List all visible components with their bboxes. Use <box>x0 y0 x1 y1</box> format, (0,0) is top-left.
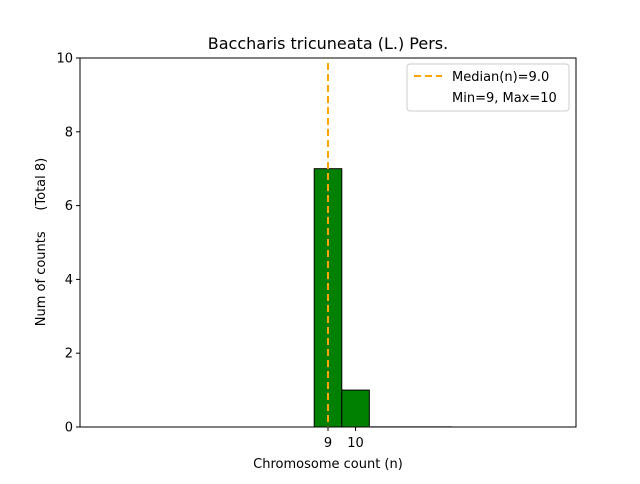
bar-10 <box>341 389 370 428</box>
legend-box <box>406 63 570 112</box>
x-tick-label: 10 <box>347 436 364 451</box>
legend-median-label: Median(n)=9.0 <box>452 70 549 85</box>
y-ticks: 0 2 4 6 8 10 <box>56 52 80 436</box>
x-tick-label: 9 <box>324 436 332 451</box>
bars-group <box>313 168 452 428</box>
y-tick-label: 2 <box>65 347 73 362</box>
legend-minmax-label: Min=9, Max=10 <box>452 91 557 106</box>
x-axis-label: Chromosome count (n) <box>253 457 403 472</box>
legend: Median(n)=9.0 Min=9, Max=10 <box>406 63 570 112</box>
y-tick-label: 10 <box>56 52 73 67</box>
y-axis-label: Num of counts (Total 8) <box>34 158 49 326</box>
x-ticks: 9 10 <box>324 427 364 451</box>
y-tick-label: 6 <box>65 199 73 214</box>
y-tick-label: 0 <box>65 421 73 436</box>
y-tick-label: 4 <box>65 273 73 288</box>
chart-title: Baccharis tricuneata (L.) Pers. <box>208 34 448 53</box>
y-tick-label: 8 <box>65 125 73 140</box>
